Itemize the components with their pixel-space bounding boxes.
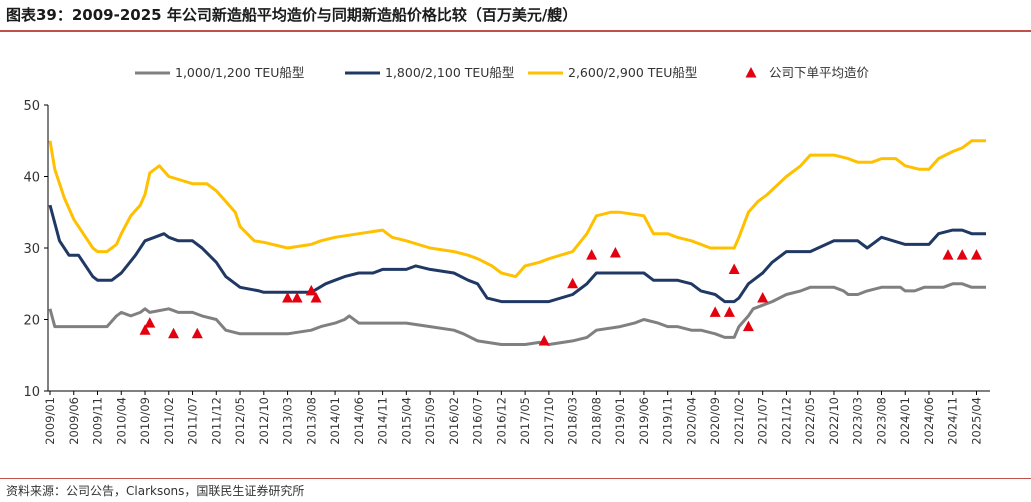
order-price-marker bbox=[757, 292, 769, 303]
order-price-marker bbox=[970, 249, 982, 260]
order-price-marker bbox=[609, 247, 621, 258]
x-tick-label: 2009/01 bbox=[43, 397, 57, 445]
x-tick-label: 2010/04 bbox=[114, 397, 128, 445]
source-note: 资料来源：公司公告，Clarksons，国联民生证券研究所 bbox=[6, 484, 305, 498]
x-tick-label: 2018/03 bbox=[566, 397, 580, 445]
x-tick-label: 2020/04 bbox=[684, 397, 698, 445]
x-tick-label: 2013/08 bbox=[304, 397, 318, 445]
order-price-marker bbox=[586, 249, 598, 260]
x-tick-label: 2021/02 bbox=[732, 397, 746, 445]
y-tick-label: 20 bbox=[23, 314, 40, 329]
x-tick-label: 2022/05 bbox=[803, 397, 817, 445]
x-tick-label: 2019/06 bbox=[637, 397, 651, 445]
x-tick-label: 2013/03 bbox=[281, 397, 295, 445]
x-tick-label: 2024/06 bbox=[922, 397, 936, 445]
order-price-marker bbox=[942, 249, 954, 260]
order-price-marker bbox=[305, 284, 317, 296]
x-tick-label: 2010/09 bbox=[138, 397, 152, 445]
order-price-marker bbox=[139, 324, 151, 335]
x-tick-label: 2018/08 bbox=[589, 397, 603, 445]
x-tick-label: 2012/10 bbox=[257, 397, 271, 445]
title-divider bbox=[0, 30, 1031, 32]
order-price-marker bbox=[191, 327, 203, 339]
y-tick-label: 10 bbox=[23, 385, 40, 400]
x-tick-label: 2024/01 bbox=[898, 397, 912, 445]
x-tick-label: 2017/10 bbox=[542, 397, 556, 445]
series-line-1 bbox=[48, 282, 986, 346]
x-tick-label: 2011/07 bbox=[186, 397, 200, 445]
x-tick-label: 2016/07 bbox=[471, 397, 485, 445]
x-tick-label: 2024/11 bbox=[946, 397, 960, 445]
x-tick-label: 2014/01 bbox=[328, 397, 342, 445]
x-tick-label: 2009/11 bbox=[91, 397, 105, 445]
x-tick-label: 2020/09 bbox=[708, 397, 722, 445]
order-price-marker bbox=[538, 334, 550, 346]
x-tick-label: 2012/05 bbox=[233, 397, 247, 445]
x-tick-label: 2011/02 bbox=[162, 397, 176, 445]
order-price-marker bbox=[567, 277, 579, 289]
order-price-marker bbox=[144, 317, 156, 328]
legend-swatch-4 bbox=[745, 67, 757, 78]
order-price-marker bbox=[282, 292, 294, 303]
x-tick-label: 2023/03 bbox=[851, 397, 865, 445]
legend-label-4: 公司下单平均造价 bbox=[769, 65, 870, 80]
legend-label-2: 1,800/2,100 TEU船型 bbox=[385, 65, 514, 80]
x-tick-label: 2021/12 bbox=[779, 397, 793, 445]
order-price-marker bbox=[956, 249, 968, 260]
x-tick-label: 2016/12 bbox=[494, 397, 508, 445]
order-price-marker bbox=[723, 306, 735, 317]
x-tick-label: 2019/11 bbox=[661, 397, 675, 445]
series-line-2 bbox=[48, 204, 986, 304]
y-tick-label: 40 bbox=[23, 171, 40, 186]
order-price-marker bbox=[728, 263, 740, 274]
order-price-marker bbox=[709, 306, 721, 317]
legend-label-3: 2,600/2,900 TEU船型 bbox=[568, 65, 697, 80]
order-price-marker bbox=[742, 320, 754, 332]
x-tick-label: 2019/01 bbox=[613, 397, 627, 445]
legend-label-1: 1,000/1,200 TEU船型 bbox=[175, 65, 304, 80]
x-tick-label: 2015/04 bbox=[399, 397, 413, 445]
x-tick-label: 2014/06 bbox=[352, 397, 366, 445]
line-chart: 10 20 30 40 50 2009/01 2009/06 2009/11 2010/04 20… bbox=[23, 65, 990, 445]
x-tick-label: 2025/04 bbox=[969, 397, 983, 445]
x-tick-label: 2011/12 bbox=[209, 397, 223, 445]
order-price-marker bbox=[291, 292, 303, 303]
order-price-marker bbox=[310, 292, 322, 303]
x-tick-label: 2023/08 bbox=[874, 397, 888, 445]
x-tick-label: 2016/02 bbox=[447, 397, 461, 445]
x-tick-label: 2022/10 bbox=[827, 397, 841, 445]
x-tick-label: 2009/06 bbox=[67, 397, 81, 445]
y-tick-label: 50 bbox=[23, 99, 40, 114]
chart-title: 图表39：2009-2025 年公司新造船平均造价与同期新造船价格比较（百万美元… bbox=[6, 6, 578, 24]
source-divider bbox=[0, 478, 1031, 479]
x-tick-label: 2014/11 bbox=[376, 397, 390, 445]
x-tick-label: 2021/07 bbox=[756, 397, 770, 445]
x-tick-label: 2015/09 bbox=[423, 397, 437, 445]
x-tick-label: 2017/05 bbox=[518, 397, 532, 445]
order-price-marker bbox=[168, 327, 180, 339]
y-tick-label: 30 bbox=[23, 242, 40, 257]
series-line-3 bbox=[48, 139, 986, 279]
